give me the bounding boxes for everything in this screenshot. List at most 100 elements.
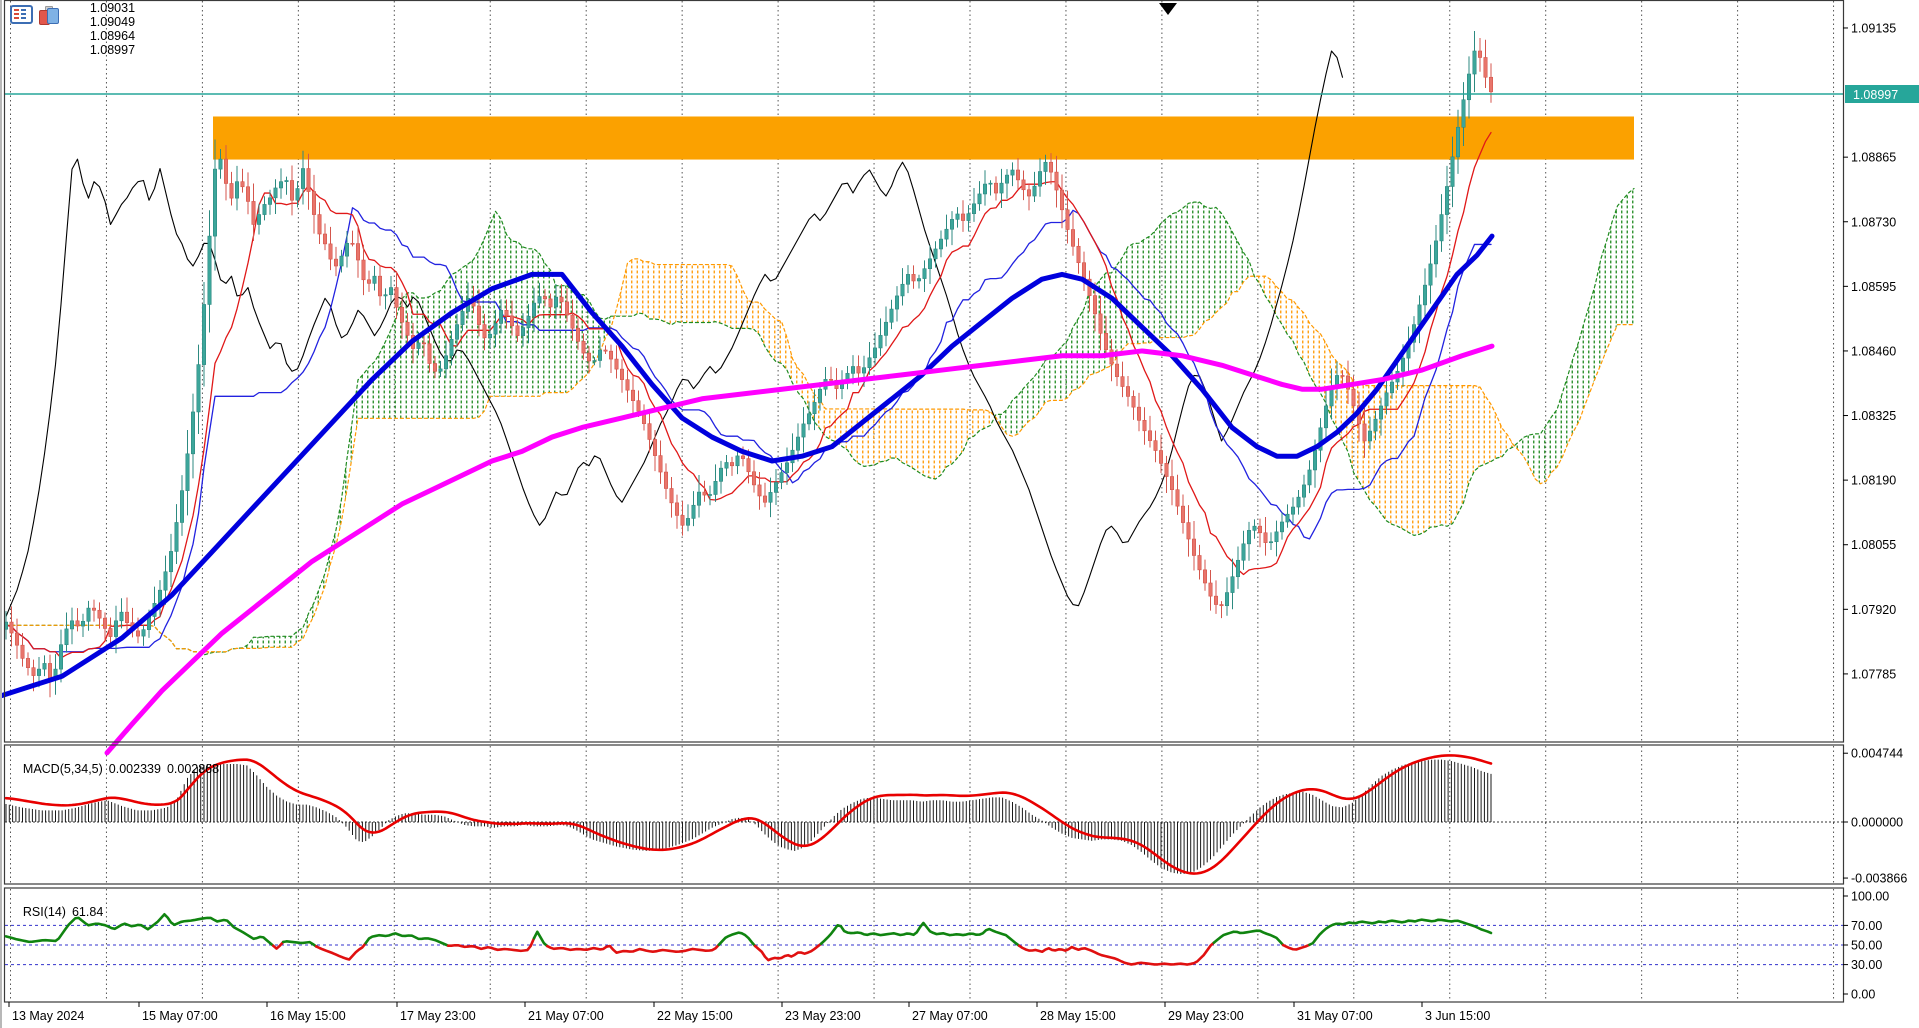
kumo-segment — [1458, 385, 1464, 514]
time-axis-label: 17 May 23:00 — [400, 1009, 476, 1023]
chart-title: EURUSD.dr, H1: Euro vs US Dollar 1.09031… — [65, 0, 188, 71]
kumo-segment — [479, 238, 485, 418]
kumo-segment — [622, 263, 628, 317]
candle-body — [1467, 73, 1472, 101]
macd-axis[interactable]: 0.004744 0.000000 -0.003866 — [1843, 747, 1907, 886]
candle-body — [949, 219, 954, 230]
candle-body — [443, 355, 448, 370]
price-axis[interactable]: 1.09135 1.08865 1.08730 1.08595 1.08460 1.083… — [1843, 21, 1919, 681]
kumo-segment — [963, 409, 969, 452]
kumo-segment — [1183, 203, 1189, 338]
kumo-segment — [1232, 232, 1238, 292]
rsi-axis-label: 50.00 — [1851, 939, 1882, 953]
candle-body — [531, 302, 536, 317]
candle-body — [1252, 525, 1257, 531]
depth-of-market-icon[interactable] — [10, 5, 33, 24]
kumo-segment — [979, 409, 985, 431]
sell-arrow-marker-icon[interactable] — [1159, 3, 1177, 15]
price-axis-label: 1.08730 — [1851, 215, 1896, 229]
candle-body — [1093, 295, 1098, 315]
price-axis-label: 1.07785 — [1851, 667, 1896, 681]
candle-body — [663, 471, 668, 489]
candle-body — [196, 364, 201, 413]
ma-magenta-line — [104, 343, 1495, 756]
kumo-segment — [308, 602, 314, 627]
rsi-segment-down — [1017, 941, 1216, 966]
candle-body — [1417, 304, 1422, 325]
supply-zone-rect[interactable] — [213, 116, 1634, 160]
kumo-segment — [1617, 199, 1623, 325]
kumo-segment — [952, 409, 958, 464]
candle-body — [1054, 171, 1059, 191]
candle-body — [1318, 427, 1323, 451]
candle-body — [718, 467, 723, 482]
kumo-segment — [1023, 382, 1029, 428]
kumo-segment — [726, 264, 732, 329]
kumo-segment — [528, 248, 534, 397]
candle-body — [251, 201, 256, 225]
candle-body — [366, 279, 371, 284]
kumo-segment — [363, 367, 369, 419]
candle-body — [1021, 179, 1026, 191]
candle-body — [861, 367, 866, 374]
kumo-segment — [1216, 207, 1222, 313]
candle-body — [685, 518, 690, 526]
kumo-segment — [1194, 202, 1200, 336]
kumo-segment — [1056, 346, 1062, 401]
candle-body — [64, 628, 69, 646]
rsi-axis[interactable]: 100.00 70.00 50.00 30.00 0.00 — [1843, 890, 1889, 1002]
kumo-segment — [1403, 385, 1409, 533]
rsi-segment-down — [545, 943, 721, 955]
kumo-segment — [880, 408, 886, 462]
kumo-segment — [776, 319, 782, 364]
candle-body — [1340, 375, 1345, 377]
candle-body — [548, 298, 553, 308]
rsi-segment-up — [532, 930, 549, 948]
candle-body — [432, 363, 437, 372]
kumo-segment — [1612, 205, 1618, 338]
kumo-segment — [1496, 415, 1502, 459]
candle-body — [427, 343, 432, 364]
kumo-segment — [627, 258, 633, 317]
candle-body — [1170, 476, 1175, 490]
chart-shift-icon[interactable] — [39, 5, 59, 25]
candle-body — [119, 611, 124, 622]
candle-body — [438, 368, 443, 372]
candle-body — [850, 366, 855, 374]
kumo-segment — [1298, 307, 1304, 363]
kumo-segment — [715, 264, 721, 324]
candle-body — [289, 180, 294, 201]
kumo-segment — [358, 374, 364, 419]
kumo-segment — [655, 264, 661, 320]
candle-body — [97, 609, 102, 619]
candle-body — [1038, 171, 1043, 187]
candle-body — [1137, 406, 1142, 421]
kumo-segment — [1469, 385, 1475, 483]
candle-body — [394, 287, 399, 308]
rsi-name: RSI(14) — [22, 905, 66, 919]
candle-body — [1015, 169, 1020, 181]
kumo-segment — [1227, 222, 1233, 303]
kumo-segment — [1590, 283, 1596, 392]
candle-body — [982, 183, 987, 195]
kumo-segment — [754, 302, 760, 335]
time-axis[interactable]: 13 May 2024 15 May 07:00 16 May 15:00 17 Ma… — [8, 1002, 1490, 1023]
ohlc-close: 1.08997 — [89, 42, 136, 57]
price-axis-label: 1.08190 — [1851, 474, 1896, 488]
kumo-segment — [1172, 211, 1178, 338]
candle-body — [801, 423, 806, 438]
kumo-segment — [1408, 385, 1414, 536]
kumo-segment — [1447, 385, 1453, 527]
kumo-segment — [864, 408, 870, 467]
kumo-segment — [748, 300, 754, 330]
time-axis-label: 22 May 15:00 — [657, 1009, 733, 1023]
kumo-segment — [545, 263, 551, 393]
kumo-segment — [682, 264, 688, 323]
candle-body — [630, 389, 635, 401]
kumo-segment — [380, 341, 386, 419]
time-axis-label: 31 May 07:00 — [1297, 1009, 1373, 1023]
candle-body — [971, 203, 976, 214]
candle-body — [509, 315, 514, 327]
candle-body — [559, 296, 564, 303]
